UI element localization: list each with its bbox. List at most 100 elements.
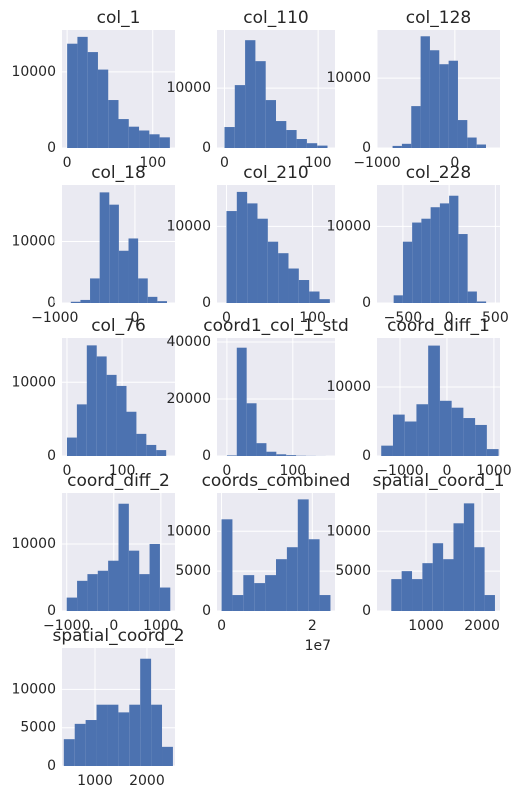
bar — [80, 299, 91, 303]
bar — [96, 356, 107, 456]
bar — [265, 575, 276, 611]
y-tick-label: 10000 — [326, 379, 371, 395]
bar — [439, 203, 450, 303]
bar — [401, 571, 413, 611]
panel-title: col_18 — [91, 163, 146, 183]
bar — [296, 139, 307, 148]
bar — [146, 444, 157, 456]
bar — [276, 559, 287, 611]
y-tick-label: 0 — [362, 140, 371, 156]
bar — [463, 503, 475, 611]
bar — [458, 234, 468, 303]
x-tick-label: 0 — [222, 310, 231, 326]
bar — [476, 301, 487, 303]
bar — [76, 404, 87, 456]
x-tick-label: 0 — [63, 155, 72, 171]
bar — [317, 145, 328, 148]
x-tick-label: 100 — [139, 155, 166, 171]
y-tick-label: 10000 — [11, 536, 56, 552]
panel-title: col_128 — [406, 8, 471, 28]
x-tick-label: 0 — [450, 155, 459, 171]
bar — [443, 559, 454, 611]
bar — [109, 204, 119, 303]
bar — [77, 580, 88, 611]
bar — [128, 126, 140, 148]
bar — [126, 411, 137, 456]
bar — [149, 134, 160, 148]
bar — [420, 36, 430, 148]
bar — [392, 145, 402, 148]
bar — [457, 120, 468, 148]
bar — [138, 278, 148, 303]
y-tick-label: 10000 — [11, 374, 56, 390]
bar — [266, 451, 277, 456]
y-tick-label: 40000 — [166, 334, 211, 350]
bar — [159, 587, 171, 611]
x-tick-label: 2000 — [464, 618, 500, 634]
bar — [412, 579, 423, 611]
bar — [106, 374, 117, 456]
y-tick-label: 0 — [47, 140, 56, 156]
y-tick-label: 10000 — [11, 681, 56, 697]
bar — [412, 222, 422, 303]
y-tick-label: 5000 — [20, 720, 56, 736]
bar — [422, 563, 433, 611]
y-tick-label: 10000 — [11, 234, 56, 250]
bar — [151, 704, 163, 766]
bar — [265, 100, 276, 148]
bar — [97, 570, 109, 611]
bar — [319, 299, 330, 303]
bar — [429, 50, 440, 148]
bar — [140, 658, 152, 766]
bar — [257, 218, 268, 303]
bar — [267, 241, 279, 303]
bar — [391, 579, 402, 611]
x-tick-label: 0 — [109, 618, 118, 634]
x-offset-label: 1e7 — [305, 638, 331, 654]
bar — [232, 595, 244, 611]
y-tick-label: 0 — [47, 448, 56, 464]
bar — [90, 278, 100, 303]
y-tick-label: 10000 — [166, 218, 211, 234]
bar — [159, 137, 170, 148]
x-tick-label: 500 — [482, 310, 509, 326]
panel-title: spatial_coord_2 — [52, 626, 184, 646]
panel-title: coord1_col_1_std — [203, 316, 349, 336]
bar — [449, 195, 459, 303]
x-tick-label: 0 — [130, 310, 139, 326]
bar — [157, 301, 167, 303]
bar — [87, 574, 98, 611]
y-tick-label: 10000 — [166, 80, 211, 96]
panel-title: col_1 — [97, 8, 141, 28]
bar — [87, 52, 98, 148]
bar — [430, 207, 440, 303]
bar — [309, 291, 320, 303]
bar — [298, 280, 310, 303]
x-tick-label: 2 — [308, 618, 317, 634]
x-tick-label: 0 — [220, 155, 229, 171]
bar — [108, 100, 119, 148]
bar — [118, 712, 130, 766]
bar — [453, 523, 464, 611]
x-tick-label: 0 — [63, 463, 72, 479]
x-tick-label: 0 — [442, 463, 451, 479]
x-tick-label: 0 — [217, 618, 226, 634]
bar — [286, 547, 298, 611]
bar — [226, 211, 237, 303]
bar — [256, 443, 267, 456]
bar — [63, 739, 75, 766]
bar — [463, 418, 476, 456]
y-tick-label: 10000 — [11, 64, 56, 80]
bar — [246, 403, 257, 456]
bar — [486, 449, 499, 456]
bar — [139, 130, 150, 148]
y-tick-label: 0 — [202, 295, 211, 311]
bar — [476, 144, 486, 148]
bar — [393, 295, 403, 303]
bar — [475, 424, 487, 456]
bar — [67, 43, 78, 148]
bar — [162, 746, 173, 766]
bar — [77, 36, 88, 149]
bar — [66, 597, 78, 611]
x-tick-label: 2000 — [129, 773, 165, 789]
